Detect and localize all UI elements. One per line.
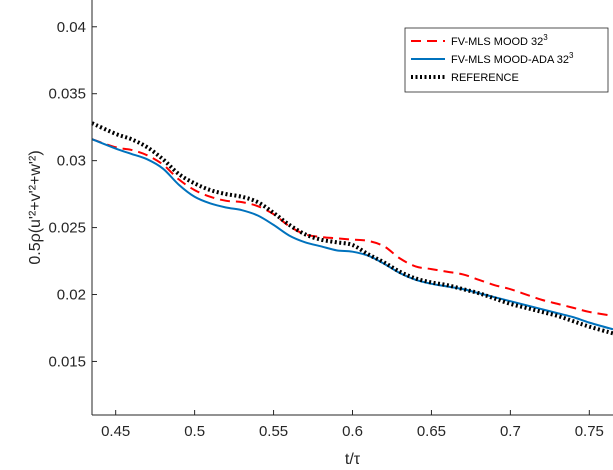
x-axis-title: t/τ	[345, 451, 361, 468]
x-tick-label: 0.5	[184, 423, 205, 440]
x-tick-label: 0.65	[417, 423, 446, 440]
x-tick-label: 0.45	[101, 423, 130, 440]
series-layer	[91, 121, 613, 336]
x-tick-label: 0.55	[259, 423, 288, 440]
y-tick-label: 0.015	[48, 353, 86, 370]
x-tick-label: 0.75	[575, 423, 604, 440]
legend: FV-MLS MOOD 323 FV-MLS MOOD-ADA 323 REFERE…	[404, 27, 609, 93]
y-tick-label: 0.025	[48, 220, 86, 237]
axes-layer: 0.45 0.5 0.55 0.6 0.65 0.7 0.75 0.015 0.02 0.025 0…	[48, 0, 613, 440]
y-tick-label: 0.035	[48, 86, 86, 103]
x-tick-label: 0.7	[500, 423, 521, 440]
legend-label-3: REFERENCE	[451, 72, 519, 84]
x-tick-label: 0.6	[342, 423, 363, 440]
legend-label-2: FV-MLS MOOD-ADA 323	[451, 51, 574, 66]
y-tick-label: 0.04	[57, 19, 86, 36]
series-line-1	[91, 138, 613, 317]
y-tick-label: 0.02	[57, 287, 86, 304]
y-tick-label: 0.03	[57, 153, 86, 170]
series-line-3	[91, 121, 613, 336]
legend-label-1: FV-MLS MOOD 323	[451, 33, 548, 48]
y-axis-title: 0.5ρ(u'²+v'²+w'²)	[27, 150, 44, 264]
series-line-2	[91, 138, 613, 331]
